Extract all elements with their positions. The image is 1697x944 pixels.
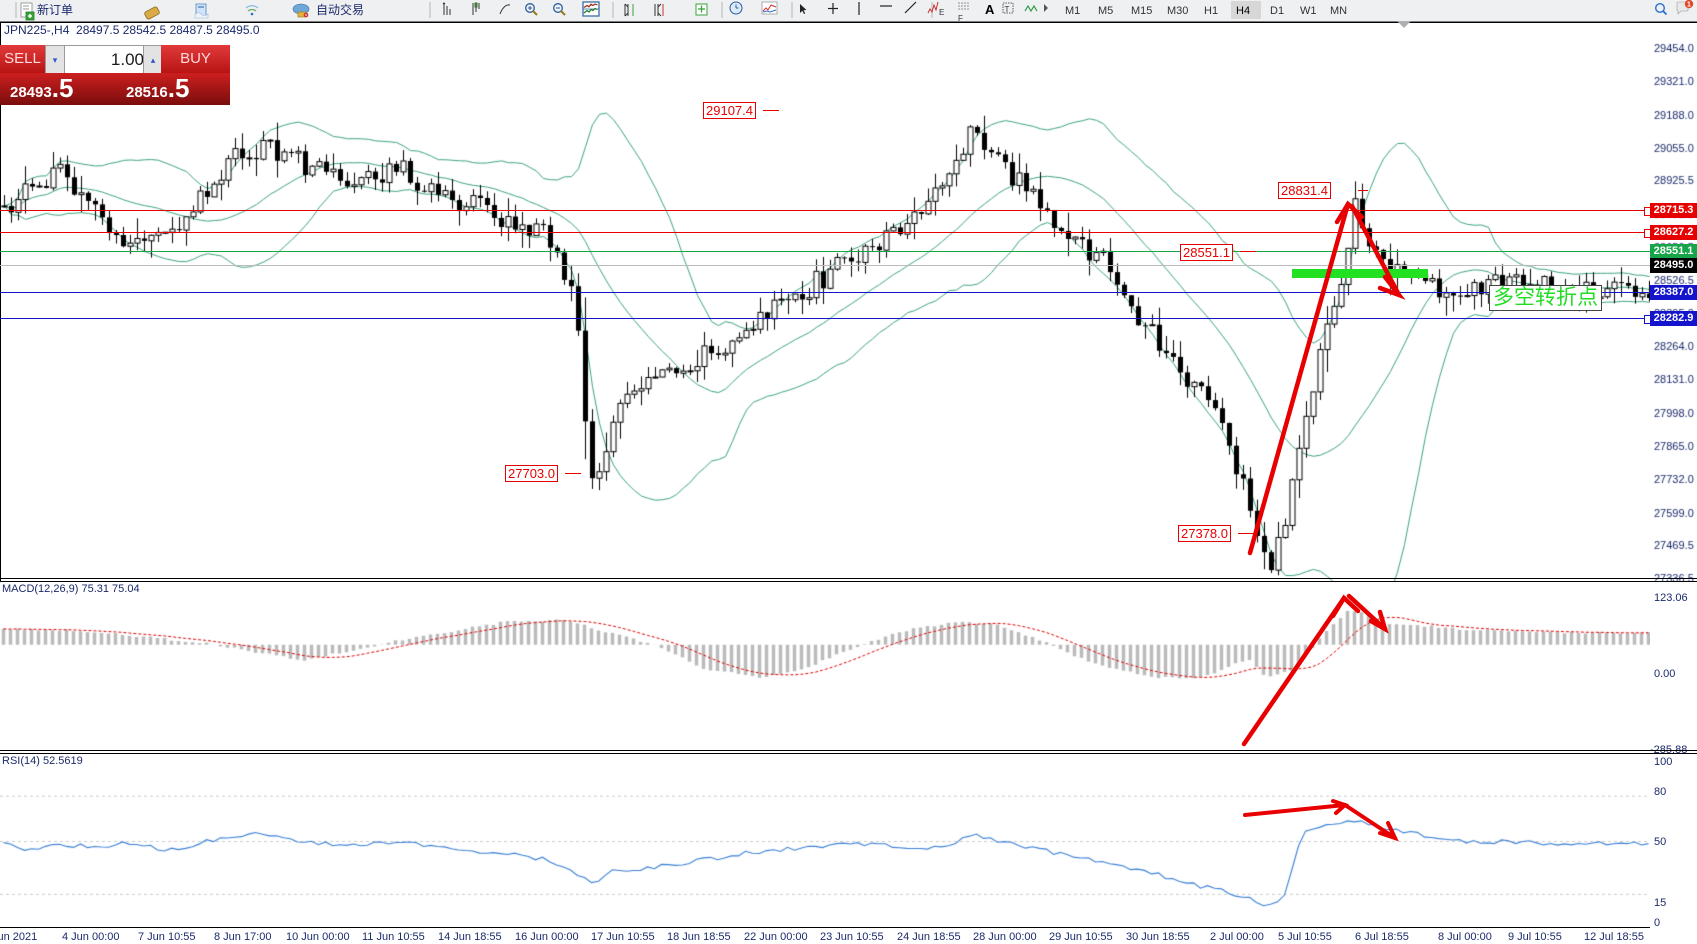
svg-text:D1: D1: [1270, 5, 1284, 17]
svg-text:T: T: [1005, 5, 1010, 14]
svg-text:M30: M30: [1167, 5, 1188, 17]
svg-text:新订单: 新订单: [37, 2, 73, 17]
svg-text:F: F: [958, 14, 963, 21]
svg-text:E: E: [939, 8, 944, 17]
svg-text:1: 1: [1687, 1, 1691, 8]
svg-text:MN: MN: [1330, 5, 1347, 17]
svg-text:M1: M1: [1065, 5, 1080, 17]
svg-text:H4: H4: [1236, 5, 1250, 17]
svg-text:W1: W1: [1300, 5, 1317, 17]
svg-text:H1: H1: [1204, 5, 1218, 17]
svg-text:自动交易: 自动交易: [316, 2, 364, 17]
svg-text:A: A: [985, 2, 995, 17]
svg-text:M5: M5: [1098, 5, 1113, 17]
svg-text:M15: M15: [1131, 5, 1152, 17]
